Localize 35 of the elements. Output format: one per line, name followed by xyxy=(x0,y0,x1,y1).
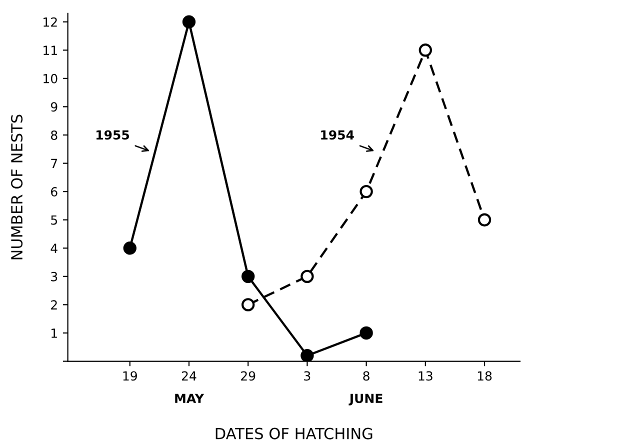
point xyxy=(241,270,255,284)
x-tick-label: 13 xyxy=(418,371,432,381)
x-axis-title: DATES OF HATCHING xyxy=(216,428,372,440)
y-tick-label: 1 xyxy=(52,328,57,338)
text: JUNE xyxy=(348,394,382,406)
y-tick-label: 12 xyxy=(44,17,57,27)
x-tick-label: 29 xyxy=(241,371,256,381)
point xyxy=(300,270,314,284)
text: 1954 xyxy=(321,130,354,140)
y-tick-label: 7 xyxy=(51,158,58,168)
point xyxy=(360,326,373,340)
point xyxy=(360,184,373,198)
y-tick-label: 10 xyxy=(44,74,58,84)
point xyxy=(478,213,492,226)
y-tick-label: 2 xyxy=(51,300,57,310)
x-tick-label: 19 xyxy=(123,371,137,381)
y-tick-label: 3 xyxy=(51,272,58,282)
x-tick-label: 24 xyxy=(182,371,196,380)
y-tick-label: 8 xyxy=(50,130,58,140)
y-tick-label: 4 xyxy=(50,244,58,253)
text: 1955 xyxy=(96,130,130,140)
point xyxy=(182,15,196,28)
point xyxy=(123,242,136,255)
x-tick-label: 8 xyxy=(363,371,370,381)
text: MAY xyxy=(175,394,204,403)
point xyxy=(418,44,432,57)
y-tick-label: 6 xyxy=(51,187,58,196)
y-tick-label: 9 xyxy=(50,102,58,112)
y-axis-title: NUMBER OF NESTS xyxy=(11,114,23,260)
y-tick-label: 5 xyxy=(51,215,58,225)
y-tick-label: 11 xyxy=(44,46,57,55)
x-tick-label: 18 xyxy=(478,371,492,381)
point xyxy=(300,349,314,362)
point xyxy=(241,298,255,312)
x-tick-label: 3 xyxy=(304,371,310,381)
